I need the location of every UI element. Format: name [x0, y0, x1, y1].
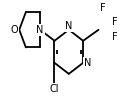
Text: F: F — [100, 3, 106, 13]
Text: N: N — [36, 25, 44, 35]
Text: Cl: Cl — [50, 84, 59, 94]
Text: N: N — [84, 58, 92, 68]
Text: O: O — [10, 25, 18, 35]
Text: F: F — [112, 17, 117, 27]
Text: F: F — [112, 32, 117, 42]
Text: N: N — [65, 21, 72, 31]
